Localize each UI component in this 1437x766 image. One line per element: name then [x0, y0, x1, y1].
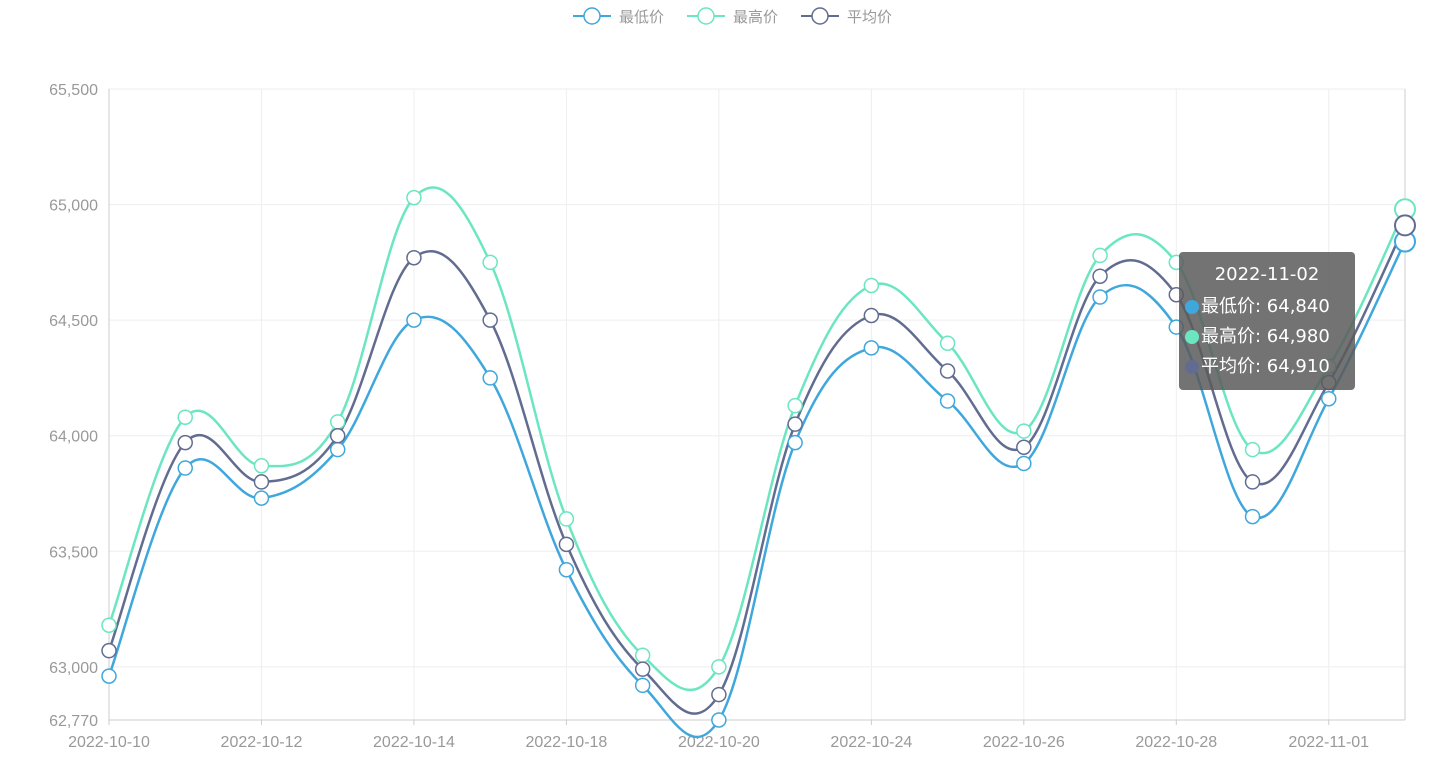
avg-dot-icon [1185, 360, 1199, 374]
x-tick-label: 2022-10-14 [373, 734, 455, 751]
legend-high-marker-icon [697, 7, 715, 25]
data-point-high [711, 659, 727, 675]
data-point-high [939, 335, 956, 351]
data-point-avg [939, 363, 956, 379]
data-point-avg [1016, 439, 1032, 456]
data-point-high [482, 254, 498, 271]
tooltip-low-label: 最低价: 64,840 [1201, 296, 1330, 317]
data-point-high [863, 277, 880, 294]
y-tick-label: 64,000 [49, 429, 98, 446]
x-tick-label: 2022-10-18 [525, 734, 607, 751]
data-point-low [1244, 508, 1261, 525]
data-point-low [406, 312, 422, 328]
tooltip-row-avg: 平均价: 64,910 [1185, 354, 1330, 380]
data-point-low [253, 490, 270, 506]
data-point-avg [1394, 214, 1416, 237]
data-point-high [329, 414, 346, 430]
data-point-low [1321, 390, 1337, 407]
legend-low-marker-icon [583, 7, 601, 25]
data-point-high [177, 409, 193, 425]
y-tick-label: 65,000 [49, 198, 98, 215]
data-point-low [1016, 455, 1032, 472]
data-point-low [558, 562, 575, 578]
data-point-low [177, 460, 193, 476]
data-point-low [101, 668, 117, 684]
x-tick-label: 2022-10-26 [983, 734, 1065, 751]
data-point-avg [634, 661, 651, 677]
data-point-avg [101, 642, 117, 659]
high-dot-icon [1185, 330, 1199, 344]
data-point-avg [787, 416, 803, 432]
legend-avg-label: 平均价 [847, 8, 892, 26]
x-tick-label: 2022-11-01 [1288, 734, 1369, 751]
data-point-high [787, 397, 803, 414]
data-point-low [1092, 289, 1108, 305]
data-point-avg [558, 536, 575, 553]
data-point-avg [1092, 268, 1108, 284]
data-point-avg [253, 474, 270, 490]
tooltip-high-label: 最高价: 64,980 [1201, 326, 1330, 347]
grid-lines [109, 88, 1405, 720]
data-point-low [863, 340, 880, 356]
y-tick-label: 65,500 [49, 82, 98, 99]
x-tick-label: 2022-10-12 [221, 734, 303, 751]
data-point-avg [329, 427, 346, 444]
y-tick-label: 64,500 [49, 313, 98, 330]
chart-tooltip: 2022-11-02 最低价: 64,840 最高价: 64,980 平均价: … [1179, 252, 1355, 390]
data-point-high [253, 458, 270, 474]
legend-avg-marker-icon [811, 7, 829, 25]
data-point-low [939, 393, 956, 409]
y-tick-label: 63,000 [49, 660, 98, 677]
data-point-avg [711, 686, 727, 703]
tooltip-row-high: 最高价: 64,980 [1185, 324, 1330, 350]
x-tick-label: 2022-10-24 [830, 734, 912, 751]
data-point-avg [177, 434, 193, 451]
tooltip-title: 2022-11-02 [1214, 264, 1320, 285]
data-point-avg [863, 307, 880, 324]
y-tick-label: 63,500 [49, 544, 98, 561]
data-point-low [711, 712, 727, 728]
data-point-avg [1244, 474, 1261, 490]
data-point-high [1092, 247, 1108, 264]
data-point-avg [406, 249, 422, 266]
data-point-low [634, 677, 651, 694]
data-point-high [1244, 441, 1261, 458]
legend-high-label: 最高价 [733, 8, 778, 26]
data-point-high [558, 511, 575, 527]
x-tick-label: 2022-10-20 [678, 734, 760, 751]
x-tick-label: 2022-10-28 [1135, 734, 1217, 751]
low-dot-icon [1185, 300, 1199, 314]
tooltip-row-low: 最低价: 64,840 [1185, 294, 1330, 320]
data-point-avg [482, 312, 498, 328]
y-tick-label: 62,770 [49, 713, 98, 730]
legend: 最低价 最高价 平均价 [573, 7, 892, 26]
axes: 62,770 63,000 63,500 64,000 64,500 65,000 65,5… [49, 82, 1406, 751]
data-point-low [787, 434, 803, 451]
data-point-low [482, 370, 498, 386]
data-point-high [406, 189, 422, 206]
data-point-high [101, 617, 117, 633]
legend-low-label: 最低价 [619, 8, 664, 26]
data-point-high [1016, 423, 1032, 439]
data-point-high [634, 647, 651, 664]
tooltip-avg-label: 平均价: 64,910 [1201, 356, 1330, 377]
data-point-low [329, 441, 346, 458]
x-tick-label: 2022-10-10 [68, 734, 150, 751]
